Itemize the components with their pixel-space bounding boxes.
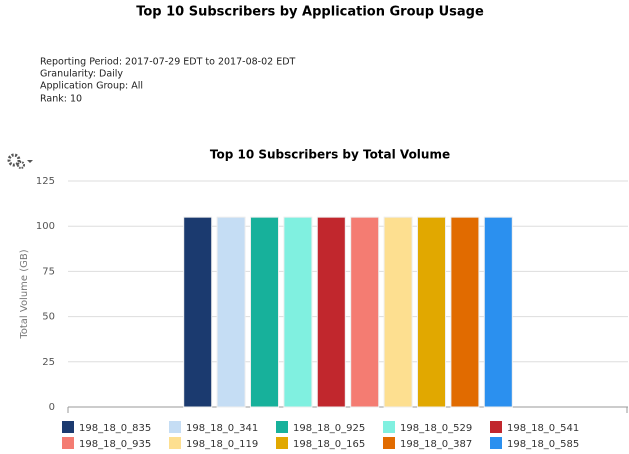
legend-swatch <box>490 437 502 449</box>
chart-title: Top 10 Subscribers by Total Volume <box>210 148 450 162</box>
detail: Application Group: All <box>40 81 143 92</box>
legend-label: 198_18_0_835 <box>79 423 151 434</box>
bar <box>383 216 413 408</box>
legend-swatch <box>490 421 502 433</box>
detail: Granularity: Daily <box>40 69 123 80</box>
page-title: Top 10 Subscribers by Application Group … <box>136 5 484 20</box>
y-tick-label: 75 <box>42 266 55 277</box>
legend-swatch <box>276 421 288 433</box>
legend-swatch <box>169 421 181 433</box>
y-tick-label: 50 <box>42 312 55 323</box>
y-axis-label: Total Volume (GB) <box>19 249 30 339</box>
bar <box>483 216 513 408</box>
bar <box>350 216 380 408</box>
y-tick-label: 0 <box>49 402 55 413</box>
legend-label: 198_18_0_585 <box>507 439 579 450</box>
legend-label: 198_18_0_541 <box>507 423 579 434</box>
bar <box>450 216 480 408</box>
legend-swatch <box>383 421 395 433</box>
bar <box>316 216 346 408</box>
y-tick-label: 125 <box>36 176 55 187</box>
bar <box>216 216 246 408</box>
legend-label: 198_18_0_925 <box>293 423 365 434</box>
legend-label: 198_18_0_165 <box>293 439 365 450</box>
detail: Reporting Period: 2017-07-29 EDT to 2017… <box>40 57 296 68</box>
y-tick-label: 25 <box>42 357 55 368</box>
bar <box>183 216 213 408</box>
legend-swatch <box>62 437 74 449</box>
legend-swatch <box>62 421 74 433</box>
y-tick-label: 100 <box>36 221 55 232</box>
legend-label: 198_18_0_119 <box>186 439 258 450</box>
bar <box>417 216 446 408</box>
bar <box>283 216 313 408</box>
legend-swatch <box>383 437 395 449</box>
legend-label: 198_18_0_387 <box>400 439 472 450</box>
legend-swatch <box>169 437 181 449</box>
settings-button[interactable] <box>7 153 33 169</box>
legend-label: 198_18_0_529 <box>400 423 472 434</box>
legend-swatch <box>276 437 288 449</box>
legend-label: 198_18_0_935 <box>79 439 151 450</box>
detail: Rank: 10 <box>40 94 82 105</box>
legend-label: 198_18_0_341 <box>186 423 258 434</box>
bar <box>250 216 279 408</box>
